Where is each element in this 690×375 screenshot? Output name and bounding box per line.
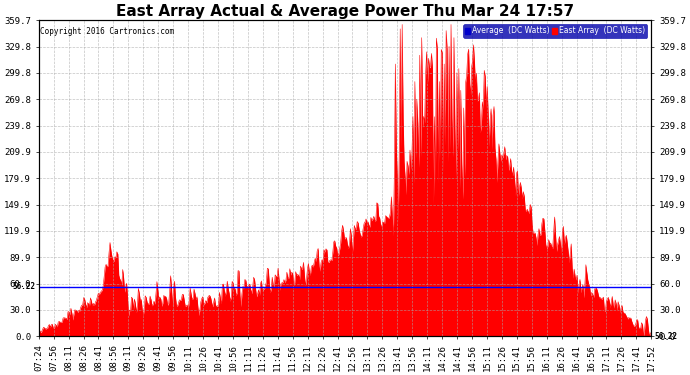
Title: East Array Actual & Average Power Thu Mar 24 17:57: East Array Actual & Average Power Thu Ma…	[116, 4, 574, 19]
Text: 56.22: 56.22	[12, 282, 36, 291]
Text: 56.22: 56.22	[654, 332, 678, 340]
Legend: Average  (DC Watts), East Array  (DC Watts): Average (DC Watts), East Array (DC Watts…	[463, 24, 647, 38]
Text: Copyright 2016 Cartronics.com: Copyright 2016 Cartronics.com	[40, 27, 174, 36]
